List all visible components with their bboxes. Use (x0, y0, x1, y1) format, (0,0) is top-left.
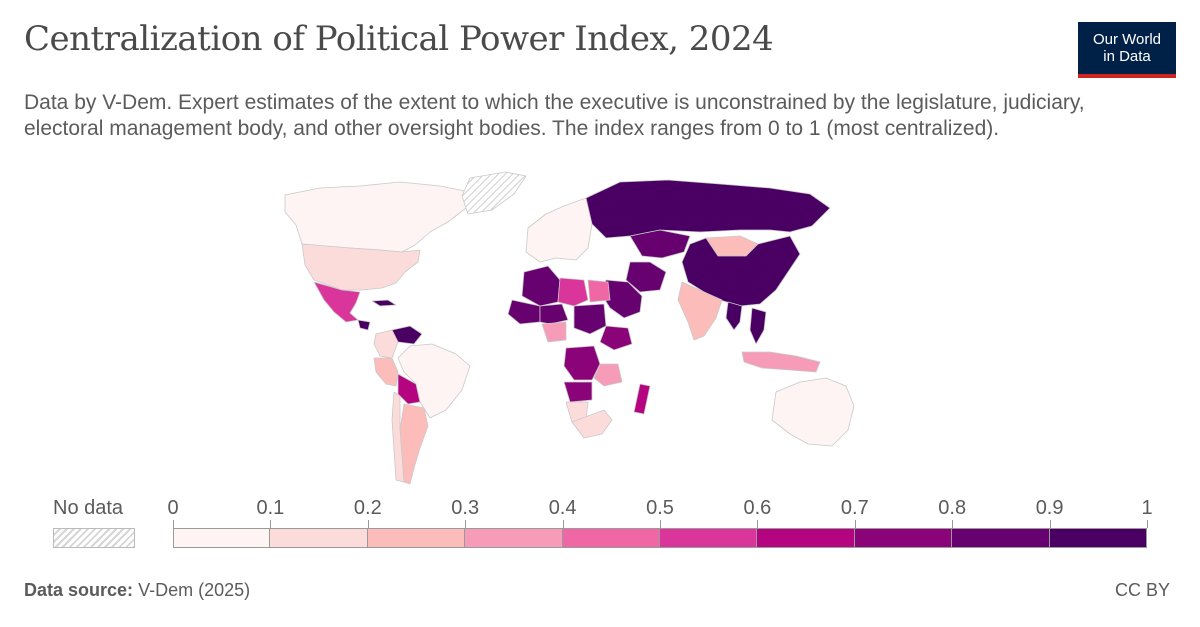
chart-title: Centralization of Political Power Index,… (24, 19, 774, 59)
region-iran[interactable] (625, 261, 667, 293)
legend-tick-mark (660, 520, 661, 528)
legend-tick-mark (757, 520, 759, 528)
region-tanzania[interactable] (593, 363, 623, 387)
legend-tick-mark (367, 520, 369, 528)
region-vietnam[interactable] (749, 307, 767, 345)
legend-tick-mark (465, 520, 467, 528)
region-madagascar[interactable] (633, 383, 651, 415)
legend-bin[interactable] (562, 528, 660, 548)
legend-tick-mark (1049, 520, 1051, 528)
logo-line-1: Our World (1092, 31, 1162, 48)
region-united-states[interactable] (301, 243, 421, 291)
legend-tick-mark (173, 520, 174, 528)
legend-bin[interactable] (173, 528, 271, 548)
chart-subtitle: Data by V-Dem. Expert estimates of the e… (24, 91, 1085, 140)
legend-tick-label: 1 (1141, 497, 1153, 519)
region-colombia[interactable] (373, 329, 399, 359)
legend-tick-mark (1147, 520, 1148, 528)
legend-tick-label: 0.3 (451, 497, 480, 519)
legend-tick-mark (854, 520, 856, 528)
legend-bin[interactable] (367, 528, 466, 548)
region-china[interactable] (681, 235, 801, 307)
owid-logo[interactable]: Our World in Data (1078, 22, 1176, 78)
region-angola[interactable] (563, 381, 593, 403)
region-kazakhstan[interactable] (629, 229, 691, 259)
legend-bin[interactable] (660, 528, 758, 548)
legend-tick-label: 0.4 (548, 497, 577, 519)
region-chile[interactable] (391, 391, 405, 483)
data-source: Data source: V-Dem (2025) (24, 580, 250, 601)
legend-tick-mark (562, 520, 564, 528)
legend-tick-mark (270, 520, 272, 528)
region-western-europe[interactable] (525, 197, 593, 263)
region-indonesia[interactable] (741, 351, 821, 373)
region-canada[interactable] (284, 181, 471, 253)
license-link[interactable]: CC BY (1114, 580, 1170, 600)
legend-tick-label: 0 (167, 497, 179, 519)
legend-tick-label: 0.1 (256, 497, 285, 519)
data-source-link[interactable]: V-Dem (2025) (138, 580, 251, 600)
legend-tick-label: 0.6 (743, 497, 772, 519)
legend-tick-label: 0.5 (646, 497, 674, 519)
region-cuba[interactable] (371, 299, 397, 307)
logo-line-2: in Data (1103, 48, 1151, 65)
region-dr-congo[interactable] (563, 345, 601, 381)
legend-bin[interactable] (465, 528, 563, 548)
region-mali[interactable] (507, 299, 541, 325)
region-egypt[interactable] (587, 279, 611, 303)
region-nigeria[interactable] (541, 321, 567, 343)
region-algeria[interactable] (521, 265, 561, 307)
data-source-label: Data source: (24, 580, 134, 600)
region-myanmar[interactable] (725, 301, 743, 331)
region-nicaragua[interactable] (357, 319, 371, 331)
region-argentina[interactable] (399, 403, 429, 485)
legend-tick-label: 0.9 (1035, 497, 1064, 519)
legend-tick-mark (952, 520, 954, 528)
region-mexico[interactable] (313, 281, 361, 323)
legend-bin[interactable] (854, 528, 953, 548)
legend-bin[interactable] (270, 528, 368, 548)
legend-bin[interactable] (952, 528, 1050, 548)
legend-tick-label: 0.8 (938, 497, 967, 519)
region-sudan[interactable] (573, 303, 607, 335)
region-australia[interactable] (771, 377, 855, 447)
region-peru[interactable] (373, 357, 399, 387)
legend-bin[interactable] (757, 528, 855, 548)
legend-tick-label: 0.7 (840, 497, 869, 519)
region-greenland[interactable] (461, 171, 527, 215)
region-russia[interactable] (585, 179, 831, 239)
legend-no-data-label: No data (53, 497, 124, 519)
region-niger[interactable] (539, 303, 569, 325)
region-brazil[interactable] (397, 343, 471, 419)
legend-no-data-swatch (53, 528, 135, 548)
region-ethiopia[interactable] (599, 325, 633, 351)
legend-bin[interactable] (1049, 528, 1147, 548)
region-india[interactable] (677, 281, 723, 341)
region-bolivia[interactable] (397, 373, 421, 405)
legend-tick-label: 0.2 (353, 497, 382, 519)
region-libya[interactable] (557, 277, 589, 307)
region-south-africa[interactable] (571, 409, 613, 439)
